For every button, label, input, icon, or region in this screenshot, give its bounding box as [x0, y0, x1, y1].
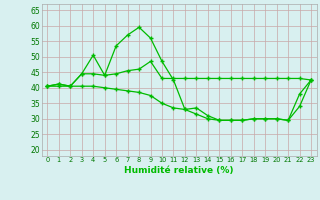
X-axis label: Humidité relative (%): Humidité relative (%) — [124, 166, 234, 175]
